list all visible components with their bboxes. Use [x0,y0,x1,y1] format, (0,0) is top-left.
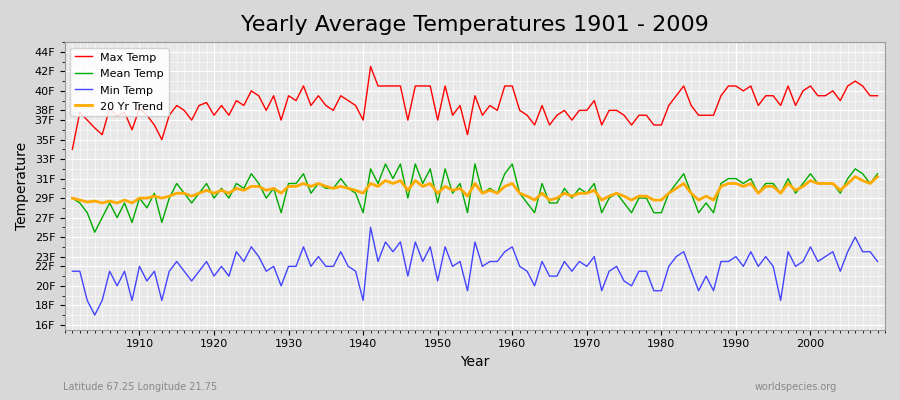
Min Temp [611,264,622,269]
Mean Temp [67,196,77,200]
Min Temp [872,259,883,264]
Max Temp [514,108,525,113]
Legend: Max Temp, Mean Temp, Min Temp, 20 Yr Trend: Max Temp, Mean Temp, Min Temp, 20 Yr Tre… [70,48,168,116]
Line: 20 Yr Trend: 20 Yr Trend [72,177,878,203]
Mean Temp [343,186,354,191]
20 Yr Trend [298,181,309,186]
Max Temp [604,108,615,113]
Max Temp [365,64,376,69]
Min Temp [365,225,376,230]
Max Temp [127,128,138,132]
Min Temp [343,264,354,269]
Mean Temp [872,171,883,176]
20 Yr Trend [507,181,517,186]
Y-axis label: Temperature: Temperature [15,142,29,230]
20 Yr Trend [343,186,354,191]
20 Yr Trend [67,196,77,200]
Mean Temp [134,196,145,200]
Mean Temp [611,191,622,196]
20 Yr Trend [134,196,145,200]
20 Yr Trend [850,174,860,179]
20 Yr Trend [604,194,615,198]
Title: Yearly Average Temperatures 1901 - 2009: Yearly Average Temperatures 1901 - 2009 [241,15,709,35]
Min Temp [134,264,145,269]
Mean Temp [89,230,100,235]
Min Temp [298,244,309,249]
Mean Temp [522,200,533,205]
Max Temp [67,147,77,152]
Min Temp [67,269,77,274]
Min Temp [89,313,100,318]
20 Yr Trend [872,174,883,179]
Line: Max Temp: Max Temp [72,66,878,149]
Line: Min Temp: Min Temp [72,227,878,315]
Max Temp [872,93,883,98]
X-axis label: Year: Year [460,355,490,369]
Line: Mean Temp: Mean Temp [72,164,878,232]
Max Temp [336,93,346,98]
20 Yr Trend [514,191,525,196]
Text: Latitude 67.25 Longitude 21.75: Latitude 67.25 Longitude 21.75 [63,382,217,392]
Max Temp [291,98,302,103]
Min Temp [522,269,533,274]
Mean Temp [514,191,525,196]
Mean Temp [298,171,309,176]
20 Yr Trend [97,200,108,205]
Max Temp [507,84,517,88]
Min Temp [514,264,525,269]
Text: worldspecies.org: worldspecies.org [755,382,837,392]
Mean Temp [380,162,391,166]
